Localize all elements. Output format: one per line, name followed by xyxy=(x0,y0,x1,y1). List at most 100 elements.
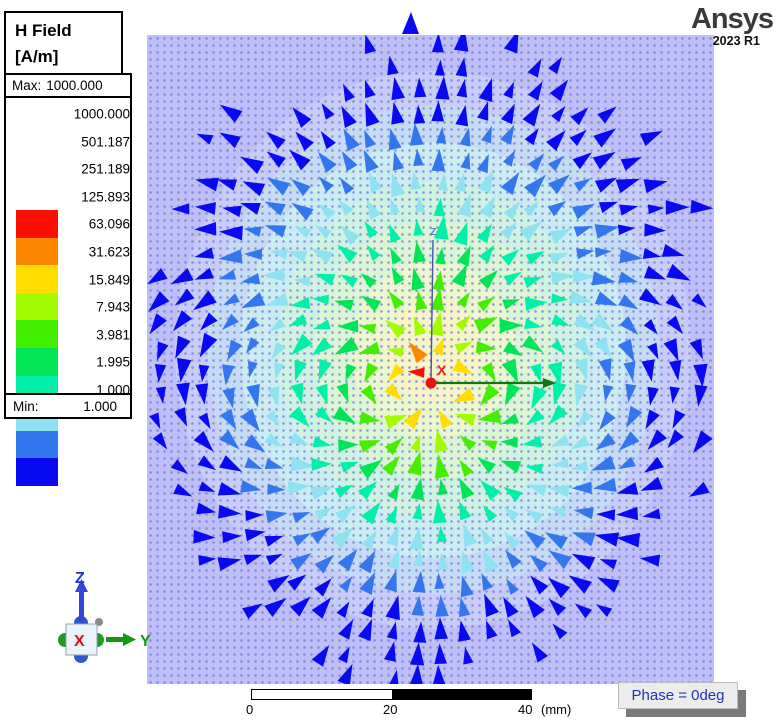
field-vector-arrow xyxy=(502,299,520,310)
field-vector-arrow xyxy=(340,274,358,288)
field-vector-arrow xyxy=(669,386,680,404)
field-vector-arrow xyxy=(571,532,596,547)
field-vector-arrow xyxy=(411,267,425,291)
field-vector-arrow xyxy=(594,532,620,547)
field-vector-arrow xyxy=(618,456,636,470)
legend-level-0: 1000.000 xyxy=(73,106,130,122)
field-vector-arrow xyxy=(434,59,445,76)
field-vector-arrow xyxy=(508,619,521,638)
field-vector-arrow xyxy=(549,253,569,265)
field-vector-arrow xyxy=(176,382,190,406)
field-vector-arrow xyxy=(626,405,643,429)
field-vector-arrow xyxy=(413,621,427,643)
field-vector-arrow xyxy=(409,526,424,551)
field-vector-arrow xyxy=(577,410,593,428)
field-vector-arrow xyxy=(595,604,613,617)
field-vector-arrow xyxy=(594,224,620,239)
field-vector-arrow xyxy=(339,576,353,593)
field-vector-arrow xyxy=(311,645,330,667)
field-vector-arrow xyxy=(548,598,567,616)
field-vector-arrow xyxy=(385,525,399,547)
field-vector-arrow xyxy=(264,201,286,216)
legend-quantity: H Field xyxy=(15,21,72,40)
field-vector-arrow xyxy=(482,505,498,522)
field-vector-arrow xyxy=(431,148,446,172)
field-vector-arrow xyxy=(338,199,354,217)
field-vector-arrow xyxy=(500,222,517,240)
field-vector-arrow xyxy=(453,221,468,246)
field-vector-arrow xyxy=(385,506,398,525)
field-vector-arrow xyxy=(549,79,569,102)
field-vector-arrow xyxy=(264,598,287,617)
field-vector-arrow xyxy=(358,341,381,355)
field-vector-arrow xyxy=(194,247,214,259)
field-vector-arrow xyxy=(343,128,360,152)
field-vector-arrow xyxy=(573,336,592,358)
field-vector-arrow xyxy=(392,151,404,171)
field-vector-arrow xyxy=(481,362,496,382)
field-vector-arrow xyxy=(438,478,448,496)
field-vector-arrow xyxy=(336,382,349,403)
field-vector-arrow xyxy=(195,177,219,192)
field-vector-arrow xyxy=(391,266,405,285)
field-vector-arrow xyxy=(269,318,286,332)
field-vector-arrow xyxy=(526,409,545,425)
field-vector-arrow xyxy=(221,364,235,386)
field-vector-arrow xyxy=(669,360,682,381)
field-vector-arrow xyxy=(391,77,405,101)
field-vector-arrow xyxy=(315,383,328,405)
field-vector-arrow xyxy=(551,314,570,326)
field-vector-arrow xyxy=(291,333,313,356)
field-vector-arrow xyxy=(476,154,489,174)
field-vector-arrow xyxy=(246,337,260,354)
field-vector-arrow xyxy=(548,361,563,386)
field-vector-arrow xyxy=(548,404,568,425)
field-vector-arrow xyxy=(478,78,493,103)
field-vector-arrow xyxy=(691,293,707,308)
field-vector-arrow xyxy=(219,429,240,450)
field-vector-arrow xyxy=(459,477,475,500)
field-vector-arrow xyxy=(415,195,426,213)
field-vector-arrow xyxy=(435,594,449,617)
field-vector-arrow xyxy=(310,248,333,265)
field-vector-arrow xyxy=(595,433,616,451)
field-vector-arrow xyxy=(643,319,658,335)
field-vector-arrow xyxy=(455,315,471,331)
field-vector-arrow xyxy=(266,131,286,150)
field-vector-arrow xyxy=(385,319,407,339)
legend-title-box: H Field [A/m] xyxy=(4,11,123,75)
field-vector-arrow xyxy=(437,525,448,543)
field-vector-arrow xyxy=(430,287,444,311)
field-vector-arrow xyxy=(246,384,260,408)
field-vector-arrow xyxy=(174,407,188,427)
z-axis-arrow-icon xyxy=(75,579,88,592)
field-vector-arrow xyxy=(407,451,422,476)
field-vector-arrow xyxy=(480,480,501,501)
field-vector-arrow xyxy=(481,125,492,144)
field-vector-arrow xyxy=(597,577,620,593)
field-vector-arrow xyxy=(242,603,263,619)
field-vector-arrow xyxy=(640,476,663,491)
field-vector-arrow xyxy=(573,226,593,238)
field-vector-arrow xyxy=(222,387,235,409)
field-vector-arrow xyxy=(240,408,260,432)
field-vector-arrow xyxy=(478,270,498,290)
field-vector-arrow xyxy=(438,409,453,429)
field-vector-arrow xyxy=(463,523,478,548)
triad-z-label: Z xyxy=(75,570,85,587)
field-vector-arrow xyxy=(403,407,423,430)
field-vector-arrow xyxy=(337,548,358,572)
field-vector-arrow xyxy=(452,387,475,403)
field-vector-arrow xyxy=(647,342,659,360)
field-vector-arrow xyxy=(265,410,280,427)
field-vector-arrow xyxy=(366,199,382,220)
field-vector-arrow xyxy=(219,132,241,149)
field-vector-arrow xyxy=(618,271,639,283)
legend-band-3 xyxy=(16,292,58,321)
legend-units: [A/m] xyxy=(15,46,59,66)
field-vector-arrow xyxy=(551,458,569,469)
field-vector-arrow xyxy=(458,597,471,618)
field-vector-arrow xyxy=(388,291,405,310)
field-vector-arrow xyxy=(358,323,377,334)
